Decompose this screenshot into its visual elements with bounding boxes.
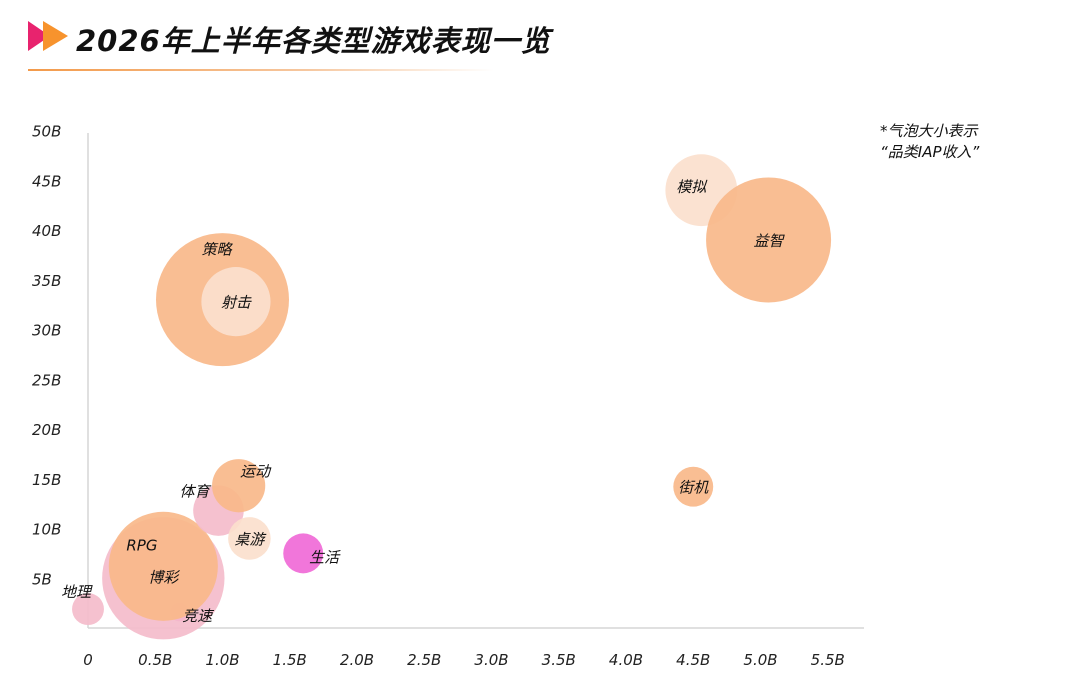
- y-tick-label: 20B: [32, 421, 61, 439]
- x-tick-label: 4.0B: [609, 651, 643, 669]
- x-tick-label: 1.5B: [273, 651, 307, 669]
- x-tick-label: 3.5B: [542, 651, 576, 669]
- y-tick-label: 40B: [32, 222, 61, 240]
- bubble: [283, 533, 324, 574]
- bubble-label: 博彩: [148, 568, 180, 586]
- x-tick-label: 2.0B: [340, 651, 374, 669]
- bubble-size-note-line-1: *气泡大小表示: [880, 122, 978, 140]
- bubble-label: RPG: [126, 537, 157, 555]
- bubble: [108, 511, 218, 621]
- bubble-label: 运动: [240, 462, 272, 480]
- x-tick-label: 2.5B: [407, 651, 441, 669]
- bubble: [201, 267, 271, 337]
- bubble-label: 街机: [678, 479, 709, 497]
- y-tick-label: 45B: [32, 172, 61, 190]
- bubble: [212, 459, 266, 513]
- y-tick-label: 50B: [32, 123, 61, 141]
- bubble-label: 模拟: [676, 178, 708, 196]
- y-tick-label: 5B: [32, 570, 52, 588]
- bubble: [228, 517, 271, 560]
- x-tick-label: 0.5B: [138, 651, 172, 669]
- y-axis-ticks: 5B 10B 15B 20B 25B 30B 35B 40B 45B 50B: [32, 123, 61, 589]
- y-tick-label: 35B: [32, 272, 61, 290]
- bubble-label: 地理: [61, 583, 93, 601]
- x-tick-label: 5.0B: [743, 651, 777, 669]
- bubble: [72, 593, 104, 626]
- page-title: 2026年上半年各类型游戏表现一览: [76, 24, 551, 58]
- y-tick-label: 10B: [32, 521, 61, 539]
- y-tick-label: 15B: [32, 471, 61, 489]
- x-tick-label: 5.5B: [811, 651, 845, 669]
- x-tick-label: 0: [83, 651, 93, 669]
- bubble-label: 射击: [221, 294, 252, 312]
- bubble-label: 益智: [754, 232, 786, 250]
- x-axis-ticks: 0 0.5B 1.0B 1.5B 2.0B 2.5B 3.0B 3.5B 4.0B 4.5B 5.0…: [83, 651, 845, 669]
- bubble-label: 策略: [201, 240, 233, 258]
- page-header: 2026年上半年各类型游戏表现一览: [0, 0, 1075, 80]
- x-tick-label: 3.0B: [474, 651, 508, 669]
- x-tick-label: 4.5B: [676, 651, 710, 669]
- bubble-label: 竞速: [182, 607, 214, 625]
- bubble-size-note-line-2: “品类IAP收入”: [880, 143, 980, 161]
- bubble-label: 体育: [179, 483, 211, 501]
- y-tick-label: 25B: [32, 371, 61, 389]
- bubble: [673, 466, 714, 507]
- bubble-size-note: *气泡大小表示 “品类IAP收入”: [880, 121, 979, 163]
- x-tick-label: 1.0B: [205, 651, 239, 669]
- title-underline: [28, 69, 494, 71]
- bubble-label: 生活: [309, 548, 341, 566]
- bubble-label: 桌游: [234, 530, 267, 548]
- y-tick-label: 30B: [32, 322, 61, 340]
- bubbles: [72, 154, 832, 640]
- play-arrows-logo-icon: [28, 21, 68, 51]
- bubble: [706, 177, 832, 303]
